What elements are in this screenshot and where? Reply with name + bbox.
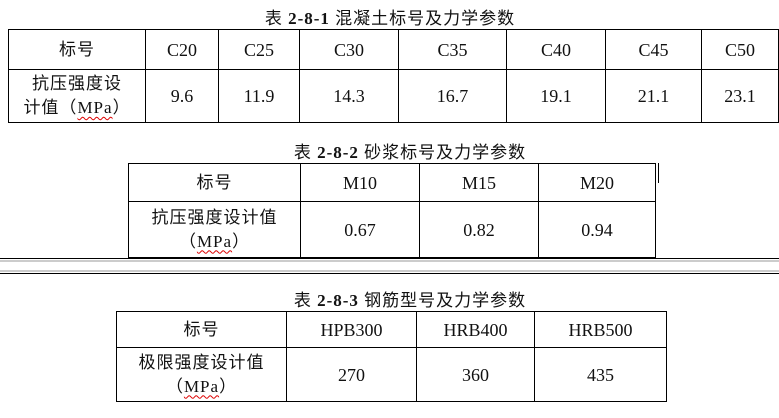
rebar-grade-table: 标号 HPB300 HRB400 HRB500 极限强度设计值 （MPa） 270… <box>116 311 667 402</box>
row-label: 抗压强度设计值（MPa） <box>8 69 146 123</box>
table-header-row: 标号 C20 C25 C30 C35 C40 C45 C50 <box>8 29 779 70</box>
row-label: 抗压强度设计值（MPa） <box>128 201 301 258</box>
header-label: 标号 <box>8 29 146 70</box>
grade-cell: M20 <box>538 163 656 202</box>
value-cell: 16.7 <box>398 69 507 123</box>
table-row: 抗压强度设 计值（MPa） 9.6 11.9 14.3 16.7 19.1 21.… <box>8 69 779 123</box>
concrete-grade-table: 标号 C20 C25 C30 C35 C40 C45 C50 抗压强度设 计值（M… <box>8 29 779 123</box>
value-cell: 19.1 <box>506 69 606 123</box>
header-label: 标号 <box>116 311 287 348</box>
table-header-row: 标号 M10 M15 M20 <box>128 163 656 202</box>
page-break-line <box>0 258 779 259</box>
grade-cell: M10 <box>300 163 420 202</box>
value-cell: 0.94 <box>538 201 656 258</box>
grade-cell: C25 <box>218 29 300 70</box>
value-cell: 23.1 <box>701 69 779 123</box>
grade-cell: HPB300 <box>286 311 417 348</box>
text-cursor <box>658 163 659 183</box>
table-2-caption: 表 2-8-2 砂浆标号及力学参数 <box>293 143 527 162</box>
value-cell: 435 <box>534 347 667 402</box>
grade-cell: C35 <box>398 29 507 70</box>
page-break-gap <box>0 260 779 272</box>
grade-cell: C30 <box>299 29 399 70</box>
table-1-caption: 表 2-8-1 混凝土标号及力学参数 <box>264 9 516 28</box>
grade-cell: C40 <box>506 29 606 70</box>
row-label: 极限强度设计值 （MPa） <box>116 347 287 402</box>
value-cell: 270 <box>286 347 417 402</box>
table-row: 抗压强度设计值 （MPa） 0.67 0.82 0.94 <box>128 201 656 258</box>
grade-cell: C45 <box>605 29 702 70</box>
value-cell: 0.82 <box>419 201 539 258</box>
mortar-grade-table: 标号 M10 M15 M20 抗压强度设计值 （MPa） 0.67 0.82 0.… <box>128 163 656 258</box>
value-cell: 360 <box>416 347 535 402</box>
value-cell: 9.6 <box>145 69 219 123</box>
table-row: 极限强度设计值 （MPa） 270 360 435 <box>116 347 667 402</box>
table-3-caption: 表 2-8-3 钢筋型号及力学参数 <box>293 291 527 310</box>
value-cell: 14.3 <box>299 69 399 123</box>
value-cell: 11.9 <box>218 69 300 123</box>
grade-cell: C20 <box>145 29 219 70</box>
page-break-line <box>0 273 779 274</box>
value-cell: 0.67 <box>300 201 420 258</box>
grade-cell: HRB500 <box>534 311 667 348</box>
header-label: 标号 <box>128 163 301 202</box>
value-cell: 21.1 <box>605 69 702 123</box>
grade-cell: C50 <box>701 29 779 70</box>
grade-cell: HRB400 <box>416 311 535 348</box>
grade-cell: M15 <box>419 163 539 202</box>
table-header-row: 标号 HPB300 HRB400 HRB500 <box>116 311 667 348</box>
